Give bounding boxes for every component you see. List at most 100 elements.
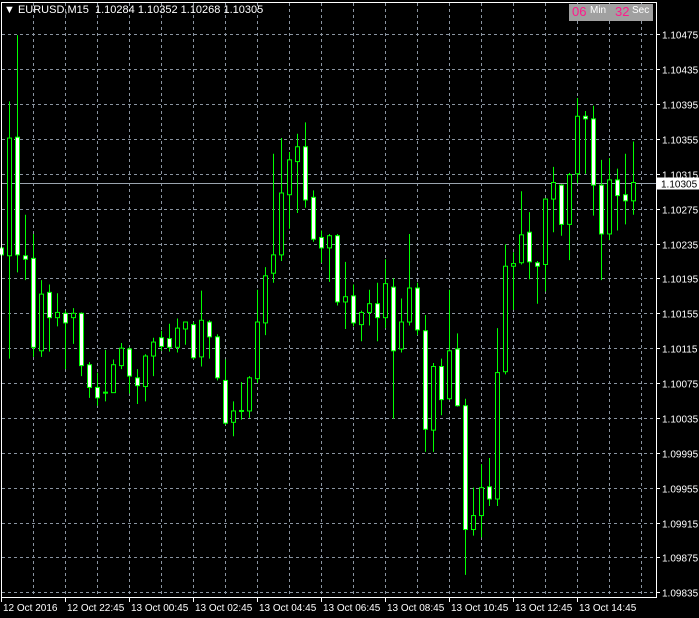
candle-body-bear [583, 115, 588, 120]
price-tick-label: 1.10035 [662, 415, 699, 426]
candle [335, 233, 340, 306]
candle-body-bull [263, 275, 268, 324]
time-tick-label: 13 Oct 00:45 [131, 603, 189, 614]
candle-timer: 06 Min 32 Sec [569, 4, 653, 21]
candle-body-bear [527, 231, 532, 263]
candle-body-bear [311, 196, 316, 240]
candle-body-bull [271, 254, 276, 274]
candle [351, 284, 356, 327]
candle [303, 122, 308, 208]
candle [271, 153, 276, 283]
candle [71, 308, 76, 344]
candle-body-bull [119, 347, 124, 367]
candle [455, 333, 460, 407]
candle-body-bull [183, 321, 188, 330]
candle [471, 487, 476, 536]
time-tick-label: 13 Oct 08:45 [387, 603, 445, 614]
candle-body-bull [55, 311, 60, 319]
candle [159, 330, 164, 351]
time-tick-label: 13 Oct 14:45 [579, 603, 637, 614]
candle [383, 259, 388, 329]
price-tick-label: 1.09875 [662, 554, 699, 565]
candle-body-bear [191, 324, 196, 359]
price-axis[interactable]: 1.10475 1.10435 1.10395 1.10355 1.10315 1.102… [656, 31, 699, 600]
candle-body-bull [383, 283, 388, 319]
candle-body-bear [15, 136, 20, 256]
time-axis[interactable]: 12 Oct 2016 12 Oct 22:45 13 Oct 00:45 13 Oc… [1, 597, 637, 614]
candle-body-bear [463, 405, 468, 531]
candle [55, 293, 60, 327]
price-tick-label: 1.10275 [662, 206, 699, 217]
price-tick-label: 1.10075 [662, 380, 699, 391]
candle-body-bear [87, 364, 92, 388]
candle [23, 214, 28, 281]
candle [391, 278, 396, 419]
candle [207, 320, 212, 359]
candle [367, 289, 372, 326]
candle-body-bear [423, 330, 428, 430]
candle [375, 282, 380, 342]
candle [215, 334, 220, 381]
price-tick-label: 1.09955 [662, 485, 699, 496]
candle-body-bull [399, 321, 404, 350]
time-tick-label: 13 Oct 04:45 [259, 603, 317, 614]
candle [543, 198, 548, 292]
candle [423, 315, 428, 452]
candle [447, 289, 452, 400]
candle-body-bull [7, 137, 12, 257]
candle-body-bear [391, 286, 396, 352]
candle-body-bull [447, 350, 452, 400]
candle [535, 260, 540, 304]
candle [439, 358, 444, 416]
price-tick-label: 1.10155 [662, 310, 699, 321]
time-tick-label: 12 Oct 2016 [3, 603, 58, 614]
price-tick-label: 1.10115 [662, 345, 698, 356]
candle [631, 141, 636, 215]
candle-body-bull [279, 192, 284, 256]
candle-body-bull [503, 265, 508, 373]
candle [111, 359, 116, 394]
candle-body-bear [487, 486, 492, 500]
candle-body-bull [199, 319, 204, 358]
candle [511, 252, 516, 310]
price-tick-label: 1.10235 [662, 241, 699, 252]
candle [431, 362, 436, 452]
candle-body-bull [111, 364, 116, 394]
candle-body-bear [335, 235, 340, 303]
candle-body-bear [207, 321, 212, 338]
time-tick-label: 12 Oct 22:45 [67, 603, 125, 614]
candle [559, 184, 564, 236]
price-tick-label: 1.10315 [662, 171, 699, 182]
candle [495, 328, 500, 506]
candle [127, 347, 132, 394]
collapse-triangle-icon[interactable]: ▼ [4, 4, 15, 16]
candle-body-bear [415, 287, 420, 331]
candle [255, 289, 260, 384]
candle-body-bull [551, 182, 556, 200]
candle-body-bull [407, 287, 412, 323]
candle-body-bear [319, 236, 324, 249]
candle-body-bull [255, 321, 260, 380]
time-tick-label: 13 Oct 12:45 [515, 603, 573, 614]
candle-body-bear [159, 337, 164, 347]
open-price: 1.10284 [94, 4, 135, 16]
candle [39, 280, 44, 357]
candle [31, 233, 36, 357]
candle [415, 282, 420, 336]
candle-body-bull [295, 146, 300, 163]
candle-body-bull [575, 115, 580, 175]
price-tick-label: 1.09835 [662, 589, 699, 600]
candle-body-bull [543, 198, 548, 265]
candle-body-bear [127, 348, 132, 377]
timer-min-label: Min [590, 5, 607, 16]
candle [15, 35, 20, 273]
candle [615, 168, 620, 231]
candle [463, 398, 468, 575]
candle-body-bull [431, 365, 436, 431]
candle [519, 191, 524, 265]
candle [567, 172, 572, 261]
candle-body-bear [167, 338, 172, 348]
candle [167, 323, 172, 352]
timer-minutes: 06 [572, 4, 587, 19]
